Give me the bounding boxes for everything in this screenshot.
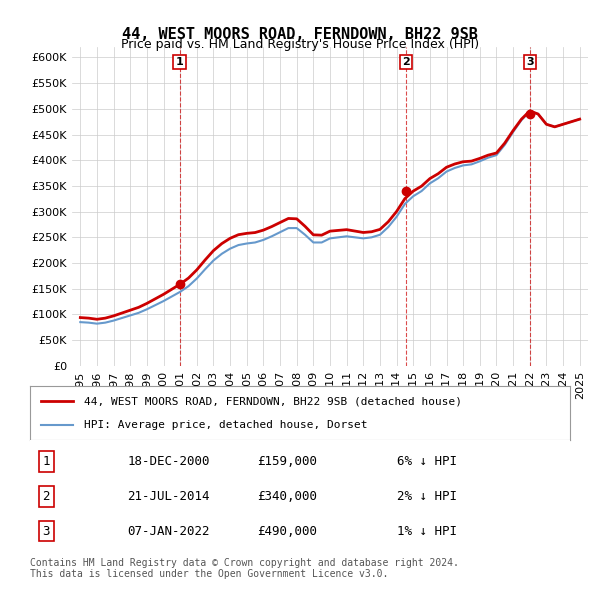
Text: 21-JUL-2014: 21-JUL-2014 [127,490,210,503]
Text: Price paid vs. HM Land Registry's House Price Index (HPI): Price paid vs. HM Land Registry's House … [121,38,479,51]
Text: 3: 3 [527,57,534,67]
Text: Contains HM Land Registry data © Crown copyright and database right 2024.
This d: Contains HM Land Registry data © Crown c… [30,558,459,579]
Text: 07-JAN-2022: 07-JAN-2022 [127,525,210,537]
Text: 6% ↓ HPI: 6% ↓ HPI [397,455,457,468]
Text: 44, WEST MOORS ROAD, FERNDOWN, BH22 9SB: 44, WEST MOORS ROAD, FERNDOWN, BH22 9SB [122,27,478,41]
Text: £159,000: £159,000 [257,455,317,468]
Text: 3: 3 [43,525,50,537]
Text: £340,000: £340,000 [257,490,317,503]
Text: 2: 2 [43,490,50,503]
Text: 1% ↓ HPI: 1% ↓ HPI [397,525,457,537]
Text: HPI: Average price, detached house, Dorset: HPI: Average price, detached house, Dors… [84,419,367,430]
Text: 2% ↓ HPI: 2% ↓ HPI [397,490,457,503]
Text: 1: 1 [176,57,184,67]
Text: 18-DEC-2000: 18-DEC-2000 [127,455,210,468]
Text: 1: 1 [43,455,50,468]
Text: £490,000: £490,000 [257,525,317,537]
Text: 44, WEST MOORS ROAD, FERNDOWN, BH22 9SB (detached house): 44, WEST MOORS ROAD, FERNDOWN, BH22 9SB … [84,396,462,407]
Text: 2: 2 [402,57,410,67]
